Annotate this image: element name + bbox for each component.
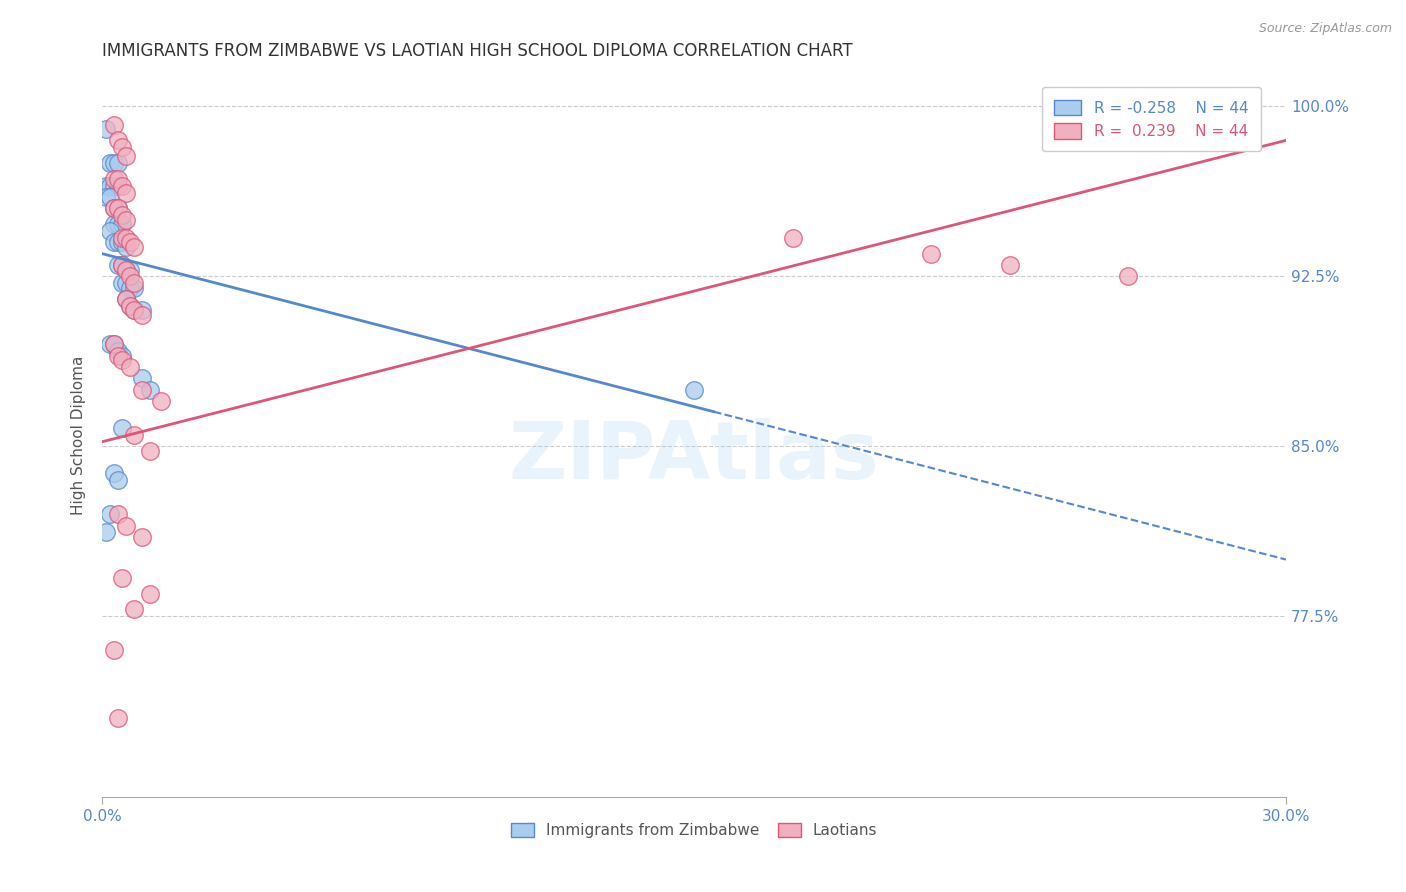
Point bbox=[111, 235, 134, 250]
Point bbox=[107, 172, 129, 186]
Point bbox=[103, 337, 125, 351]
Point bbox=[118, 269, 141, 284]
Point bbox=[111, 258, 134, 272]
Point bbox=[122, 303, 145, 318]
Point bbox=[115, 292, 138, 306]
Point bbox=[103, 337, 125, 351]
Point bbox=[131, 530, 153, 544]
Point bbox=[683, 383, 706, 397]
Point bbox=[111, 231, 134, 245]
Point bbox=[131, 303, 153, 318]
Point bbox=[98, 156, 121, 170]
Point bbox=[96, 190, 118, 204]
Point bbox=[118, 280, 141, 294]
Point bbox=[122, 240, 145, 254]
Point bbox=[111, 178, 134, 193]
Point bbox=[118, 235, 141, 250]
Point bbox=[115, 212, 138, 227]
Point bbox=[115, 262, 138, 277]
Point bbox=[103, 178, 125, 193]
Point bbox=[118, 262, 141, 277]
Point bbox=[131, 383, 153, 397]
Point bbox=[103, 172, 125, 186]
Point bbox=[107, 473, 129, 487]
Point bbox=[111, 258, 134, 272]
Point bbox=[111, 217, 134, 231]
Point bbox=[115, 262, 138, 277]
Point bbox=[98, 224, 121, 238]
Point bbox=[111, 208, 134, 222]
Point bbox=[103, 217, 125, 231]
Point bbox=[107, 133, 129, 147]
Point bbox=[782, 231, 804, 245]
Point bbox=[115, 276, 138, 290]
Point bbox=[96, 122, 118, 136]
Point bbox=[103, 643, 125, 657]
Point bbox=[107, 349, 129, 363]
Point bbox=[138, 586, 160, 600]
Point bbox=[111, 349, 134, 363]
Point bbox=[118, 299, 141, 313]
Point bbox=[107, 202, 129, 216]
Point bbox=[111, 140, 134, 154]
Point bbox=[107, 507, 129, 521]
Point bbox=[111, 276, 134, 290]
Text: IMMIGRANTS FROM ZIMBABWE VS LAOTIAN HIGH SCHOOL DIPLOMA CORRELATION CHART: IMMIGRANTS FROM ZIMBABWE VS LAOTIAN HIGH… bbox=[103, 42, 853, 60]
Point bbox=[115, 231, 138, 245]
Text: ZIPAtlas: ZIPAtlas bbox=[509, 417, 880, 496]
Point bbox=[122, 303, 145, 318]
Point bbox=[98, 190, 121, 204]
Point bbox=[107, 156, 129, 170]
Point bbox=[103, 467, 125, 481]
Point bbox=[118, 299, 141, 313]
Point bbox=[96, 525, 118, 540]
Point bbox=[98, 337, 121, 351]
Point bbox=[122, 280, 145, 294]
Point bbox=[150, 393, 173, 408]
Point bbox=[138, 383, 160, 397]
Point bbox=[115, 518, 138, 533]
Point bbox=[115, 292, 138, 306]
Point bbox=[107, 344, 129, 359]
Point bbox=[103, 156, 125, 170]
Point bbox=[103, 202, 125, 216]
Point bbox=[107, 258, 129, 272]
Text: Source: ZipAtlas.com: Source: ZipAtlas.com bbox=[1258, 22, 1392, 36]
Point bbox=[111, 421, 134, 435]
Point bbox=[96, 178, 118, 193]
Point bbox=[107, 178, 129, 193]
Point bbox=[115, 240, 138, 254]
Point bbox=[107, 202, 129, 216]
Point bbox=[998, 258, 1021, 272]
Point bbox=[103, 118, 125, 132]
Point bbox=[138, 443, 160, 458]
Point bbox=[107, 711, 129, 725]
Point bbox=[111, 353, 134, 368]
Point bbox=[122, 602, 145, 616]
Point bbox=[920, 246, 942, 260]
Point bbox=[118, 359, 141, 374]
Point bbox=[122, 428, 145, 442]
Point bbox=[1116, 269, 1139, 284]
Point bbox=[98, 507, 121, 521]
Point bbox=[115, 186, 138, 200]
Legend: Immigrants from Zimbabwe, Laotians: Immigrants from Zimbabwe, Laotians bbox=[505, 817, 883, 844]
Point bbox=[103, 235, 125, 250]
Point bbox=[111, 571, 134, 585]
Point bbox=[103, 202, 125, 216]
Point bbox=[131, 371, 153, 385]
Point bbox=[107, 235, 129, 250]
Point bbox=[122, 276, 145, 290]
Point bbox=[107, 217, 129, 231]
Point bbox=[98, 178, 121, 193]
Point bbox=[131, 308, 153, 322]
Y-axis label: High School Diploma: High School Diploma bbox=[72, 355, 86, 515]
Point bbox=[115, 149, 138, 163]
